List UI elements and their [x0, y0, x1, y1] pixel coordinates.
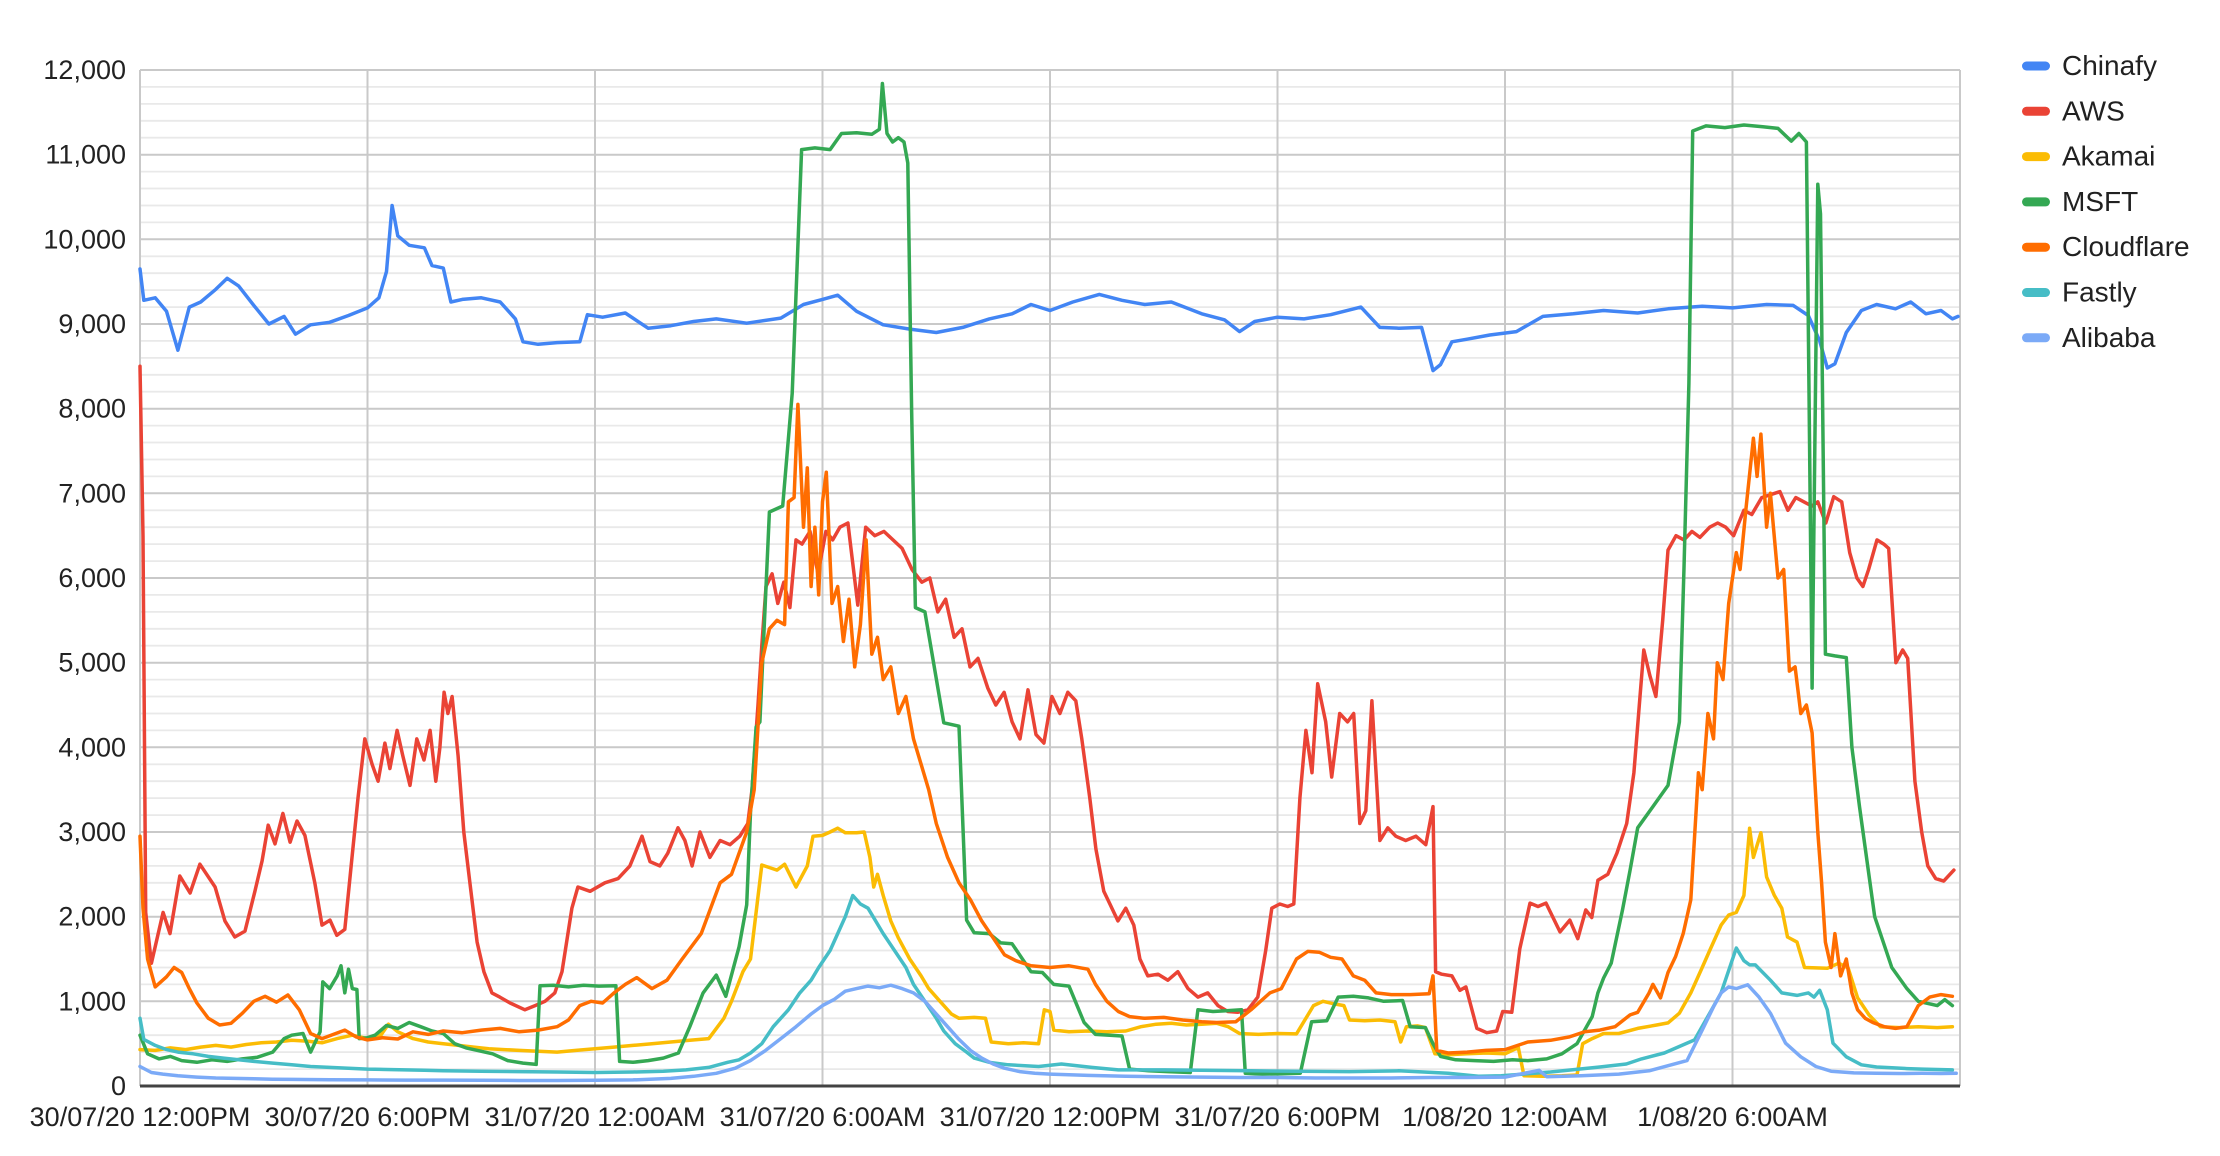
legend-swatch-fastly: [2022, 288, 2050, 297]
y-axis-tick-label: 11,000: [45, 140, 126, 170]
x-axis-tick-label: 1/08/20 12:00AM: [1402, 1102, 1608, 1132]
y-axis-tick-label: 3,000: [58, 817, 126, 847]
x-axis-tick-label: 31/07/20 6:00AM: [720, 1102, 926, 1132]
x-axis-tick-label: 1/08/20 6:00AM: [1637, 1102, 1828, 1132]
y-axis-tick-label: 1,000: [58, 986, 126, 1016]
x-axis-tick-label: 31/07/20 12:00AM: [485, 1102, 706, 1132]
legend-swatch-akamai: [2022, 152, 2050, 162]
y-axis-tick-label: 8,000: [58, 394, 126, 424]
x-axis-tick-label: 31/07/20 6:00PM: [1175, 1102, 1381, 1132]
legend-item-fastly[interactable]: Fastly: [2022, 277, 2137, 308]
legend-item-aws[interactable]: AWS: [2022, 95, 2125, 126]
series-lines: [138, 81, 1960, 1083]
legend-item-cloudflare[interactable]: Cloudflare: [2022, 231, 2190, 262]
series-line-fastly[interactable]: [138, 893, 1955, 1079]
legend: Chinafy AWS Akamai MSFT Cloudflare Fastly Alib…: [2022, 50, 2190, 353]
series-line-alibaba[interactable]: [138, 983, 1958, 1083]
legend-item-msft[interactable]: MSFT: [2022, 186, 2138, 217]
y-axis-tick-label: 7,000: [58, 478, 126, 508]
legend-item-alibaba[interactable]: Alibaba: [2022, 322, 2156, 353]
y-axis-tick-label: 5,000: [58, 648, 126, 678]
axis-labels: 0 1,000 2,000 3,000 4,000 5,000 6,000 7,000 8,00…: [30, 55, 1828, 1132]
legend-swatch-cloudflare: [2022, 242, 2050, 252]
y-axis-tick-label: 0: [111, 1071, 126, 1101]
legend-label-akamai: Akamai: [2062, 141, 2155, 172]
y-axis-tick-label: 9,000: [58, 309, 126, 339]
legend-swatch-chinafy: [2022, 61, 2050, 71]
y-axis-tick-label: 12,000: [43, 55, 126, 85]
series-line-chinafy[interactable]: [138, 203, 1960, 373]
legend-swatch-aws: [2022, 106, 2050, 116]
series-line-cloudflare[interactable]: [138, 402, 1955, 1055]
legend-swatch-msft: [2022, 197, 2050, 207]
x-axis-tick-label: 30/07/20 12:00PM: [30, 1102, 251, 1132]
legend-item-akamai[interactable]: Akamai: [2022, 141, 2155, 172]
legend-label-chinafy: Chinafy: [2062, 50, 2157, 81]
x-axis-tick-label: 30/07/20 6:00PM: [265, 1102, 471, 1132]
legend-swatch-alibaba: [2022, 333, 2050, 343]
y-axis-tick-label: 4,000: [58, 732, 126, 762]
legend-label-msft: MSFT: [2062, 186, 2138, 217]
y-axis-tick-label: 10,000: [43, 224, 126, 254]
gridlines: [139, 69, 1961, 1088]
legend-label-aws: AWS: [2062, 95, 2125, 126]
x-axis-tick-label: 31/07/20 12:00PM: [940, 1102, 1161, 1132]
legend-item-chinafy[interactable]: Chinafy: [2022, 50, 2157, 81]
y-axis-tick-label: 6,000: [58, 563, 126, 593]
y-axis-tick-label: 2,000: [58, 902, 126, 932]
legend-label-cloudflare: Cloudflare: [2062, 231, 2190, 262]
series-line-aws[interactable]: [138, 364, 1956, 1035]
series-line-akamai[interactable]: [138, 826, 1955, 1079]
legend-label-fastly: Fastly: [2062, 277, 2137, 308]
series-line-msft[interactable]: [138, 81, 1955, 1076]
legend-label-alibaba: Alibaba: [2062, 322, 2156, 353]
